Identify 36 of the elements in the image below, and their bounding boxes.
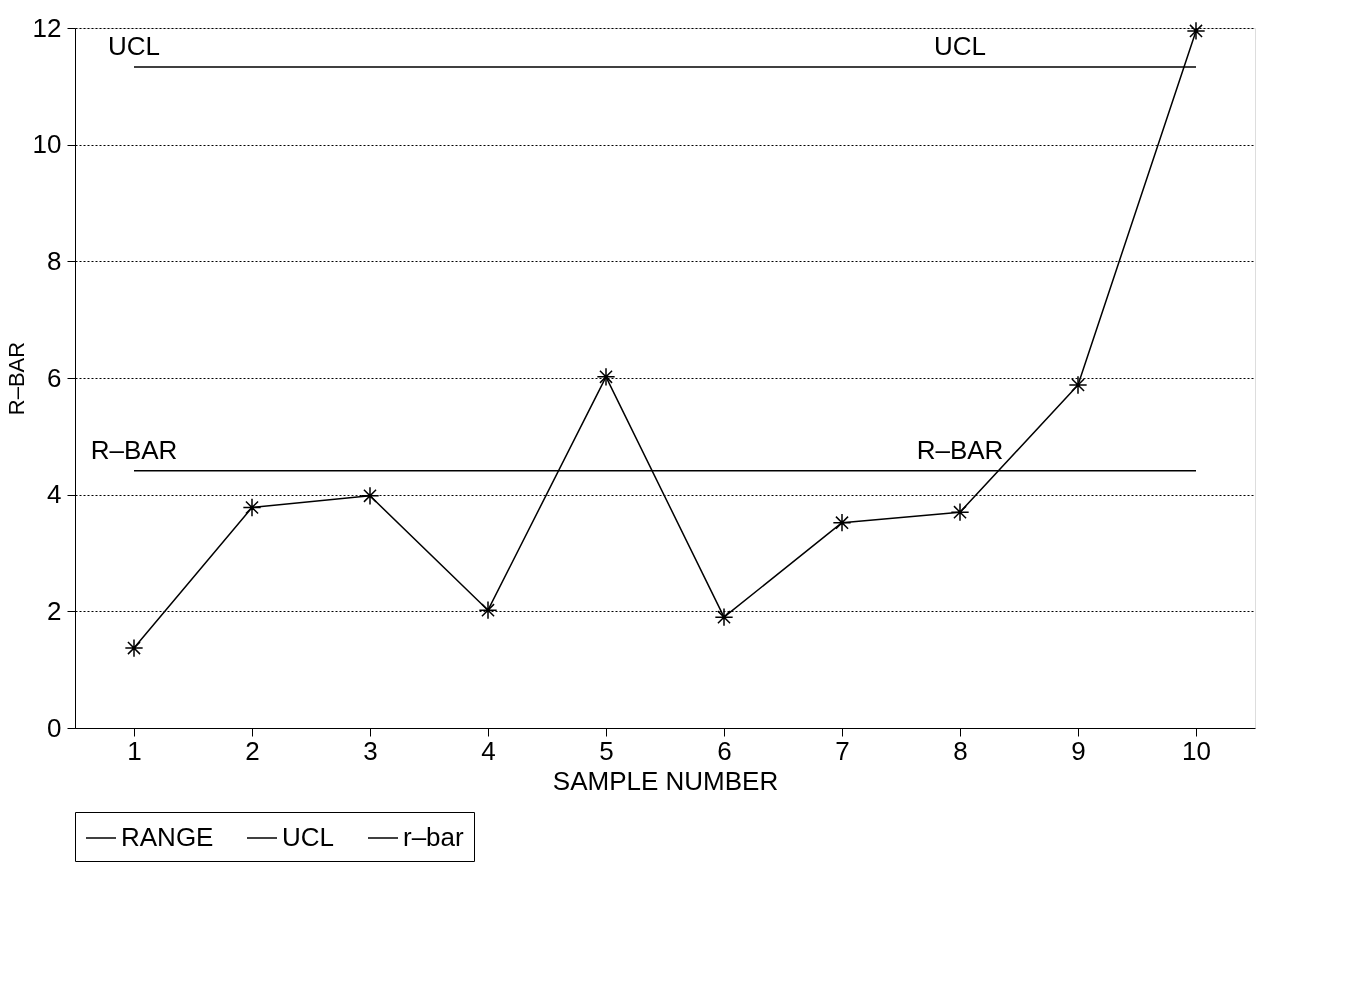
annotation: UCL — [107, 31, 161, 62]
x-tick-label: 1 — [127, 735, 142, 766]
annotation: UCL — [933, 31, 987, 62]
annotation: R–BAR — [916, 434, 1004, 465]
legend-label: RANGE — [121, 822, 214, 852]
point — [714, 607, 734, 627]
point — [832, 513, 852, 533]
x-tick-label: 4 — [481, 735, 496, 766]
point — [1068, 375, 1088, 395]
point — [242, 498, 262, 517]
y-axis-title: R–BAR — [3, 341, 29, 416]
x-tick-label: 9 — [1071, 735, 1086, 766]
y-tick-label: 6 — [47, 362, 62, 393]
legend-label: UCL — [282, 822, 335, 852]
legend-label: r–bar — [403, 822, 465, 852]
x-tick-label: 8 — [953, 735, 968, 766]
y-tick-label: 10 — [32, 129, 62, 160]
point — [950, 502, 970, 522]
y-tick-label: 12 — [32, 12, 62, 43]
y-tick-label: 8 — [47, 245, 62, 276]
x-tick-label: 2 — [245, 735, 260, 766]
point — [360, 486, 380, 506]
point — [596, 367, 616, 387]
y-tick-label: 4 — [47, 479, 62, 510]
x-tick-label: 6 — [717, 735, 732, 766]
y-tick-label: 2 — [47, 595, 62, 626]
point — [478, 600, 498, 620]
x-tick-label: 5 — [599, 735, 614, 766]
x-tick-label: 3 — [363, 735, 378, 766]
x-tick-label: 7 — [835, 735, 850, 766]
x-tick-label: 10 — [1182, 735, 1211, 766]
point — [124, 638, 144, 658]
y-tick-label: 0 — [47, 712, 62, 743]
annotation: R–BAR — [90, 434, 178, 465]
point — [1186, 21, 1206, 41]
x-axis-title: SAMPLE NUMBER — [552, 765, 779, 796]
